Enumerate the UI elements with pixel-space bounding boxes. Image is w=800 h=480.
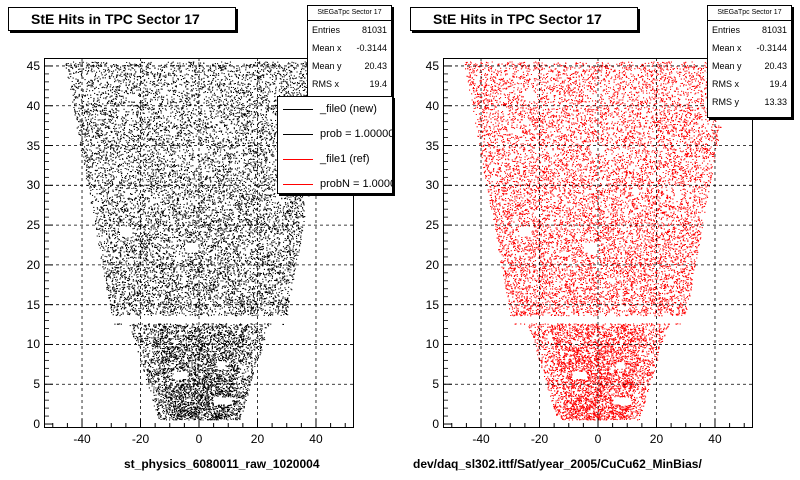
y-tick-label: 0 (432, 417, 439, 432)
x-tick-label: -40 (73, 432, 91, 446)
x-tick-label: -20 (131, 432, 150, 446)
y-tick-label: 20 (26, 257, 40, 272)
plot-title-text: StE Hits in TPC Sector 17 (31, 11, 200, 27)
legend-line-icon (283, 134, 313, 135)
x-tick-label: -20 (530, 432, 549, 446)
x-tick-label: 20 (649, 432, 664, 446)
stats-row: Mean x -0.3144 (712, 43, 787, 53)
y-tick-label: 0 (33, 417, 40, 432)
x-tick-label: 0 (195, 432, 203, 446)
file-label-left: st_physics_6080011_raw_1020004 (124, 457, 320, 471)
stats-row: RMS x 19.4 (712, 79, 787, 89)
stats-box-right: StEGaTpc Sector 17 Entries 81031 Mean x … (707, 5, 792, 118)
stats-row: RMS y 13.33 (712, 97, 787, 107)
scatter-points (464, 61, 733, 421)
y-tick-label: 10 (425, 337, 439, 352)
plot-title-right: StE Hits in TPC Sector 17 (410, 7, 638, 31)
y-tick-label: 30 (425, 178, 439, 193)
y-tick-label: 10 (26, 337, 40, 352)
scatter-plot-right (443, 58, 753, 428)
stats-header: StEGaTpc Sector 17 (708, 6, 791, 21)
x-tick-label: 0 (594, 432, 602, 446)
y-tick-label: 5 (33, 377, 40, 392)
y-tick-label: 35 (26, 138, 40, 153)
stats-row: Entries 81031 (312, 25, 387, 35)
plot-title-text: StE Hits in TPC Sector 17 (433, 11, 602, 27)
y-tick-label: 15 (26, 297, 40, 312)
legend-line-icon (283, 109, 313, 110)
x-tick-label: -40 (472, 432, 490, 446)
y-tick-label: 30 (26, 178, 40, 193)
y-tick-label: 20 (425, 257, 439, 272)
legend-line-icon (283, 184, 313, 185)
legend-line-icon (283, 159, 313, 160)
x-tick-label: 40 (309, 432, 323, 446)
stats-row: Mean y 20.43 (712, 61, 787, 71)
file-label-right: dev/daq_sl302.ittf/Sat/year_2005/CuCu62_… (413, 457, 702, 471)
y-tick-label: 40 (425, 98, 439, 113)
legend-entry: probN = 1.000000 (278, 172, 392, 193)
plot-title-left: StE Hits in TPC Sector 17 (8, 7, 236, 31)
y-tick-label: 5 (432, 377, 439, 392)
y-tick-label: 35 (425, 138, 439, 153)
legend-entry: _file1 (ref) (278, 147, 392, 172)
x-tick-label: 20 (250, 432, 265, 446)
stats-row: Entries 81031 (712, 25, 787, 35)
x-tick-label: 40 (708, 432, 722, 446)
legend-entry: _file0 (new) (278, 97, 392, 122)
y-tick-label: 45 (425, 58, 439, 73)
y-tick-label: 25 (26, 218, 40, 233)
y-tick-label: 25 (425, 218, 439, 233)
y-tick-label: 15 (425, 297, 439, 312)
stats-row: Mean x -0.3144 (312, 43, 387, 53)
legend-entry: prob = 1.000000 (278, 122, 392, 147)
legend-box: _file0 (new) prob = 1.000000 _file1 (ref… (277, 96, 393, 194)
stats-row: Mean y 20.43 (312, 61, 387, 71)
y-tick-label: 40 (26, 98, 40, 113)
y-tick-label: 45 (26, 58, 40, 73)
stats-row: RMS x 19.4 (312, 79, 387, 89)
stats-header: StEGaTpc Sector 17 (308, 6, 391, 21)
stats-box-left: StEGaTpc Sector 17 Entries 81031 Mean x … (307, 5, 392, 98)
